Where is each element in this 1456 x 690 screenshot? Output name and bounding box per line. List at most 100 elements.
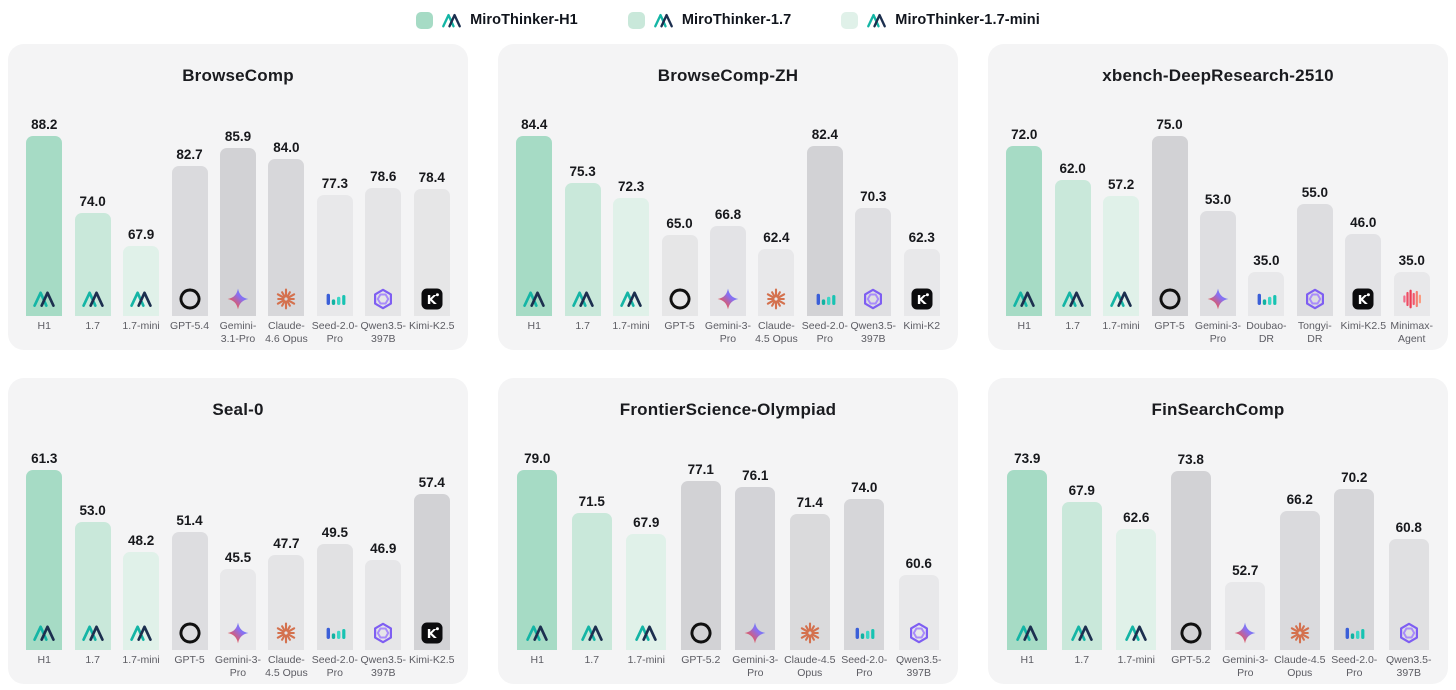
bar-value: 74.0	[79, 193, 106, 209]
gemini-icon	[716, 287, 740, 311]
bar-label: Gemini-3-Pro	[1194, 319, 1242, 345]
bar-label: H1	[527, 319, 541, 332]
bar-label: H1	[530, 653, 544, 666]
bar-value: 76.1	[742, 467, 769, 483]
bar-label: GPT-5.2	[1171, 653, 1211, 666]
bar-column: 71.5 1.7	[565, 470, 620, 680]
bar: 77.1	[680, 462, 721, 650]
bar-value: 53.0	[1204, 191, 1232, 207]
bar-label: Tongyi-DR	[1297, 319, 1332, 345]
bar: 78.4 K	[413, 170, 450, 316]
claude-icon	[798, 621, 822, 645]
bar: 75.0	[1151, 117, 1188, 316]
bar-column: 66.8 Gemini-3-Pro	[704, 136, 752, 346]
svg-text:K: K	[917, 292, 928, 307]
bar: 70.3	[855, 189, 892, 316]
mirothinker-icon	[522, 287, 546, 311]
chart-title: Seal-0	[212, 400, 264, 419]
bar: 75.3	[564, 164, 601, 316]
seed-icon	[1342, 621, 1366, 645]
bar-label: H1	[37, 319, 51, 332]
openai-icon	[1179, 621, 1203, 645]
bar: 35.0	[1393, 253, 1430, 316]
claude-icon	[274, 621, 298, 645]
bar-label: Kimi-K2.5	[408, 319, 455, 332]
mirothinker-icon	[580, 621, 604, 645]
bar-label: GPT-5.4	[169, 319, 210, 332]
legend: MiroThinker-H1 MiroThinker-1.7 MiroThink…	[0, 0, 1456, 33]
bar: 60.6	[898, 556, 939, 650]
kimi-icon: K	[910, 287, 934, 311]
bar: 48.2	[123, 533, 160, 650]
bar-label: Minimax-Agent	[1390, 319, 1434, 345]
bar-column: 46.9 Qwen3.5-397B	[359, 470, 407, 680]
chart-card: xbench-DeepResearch-2510 72.0 H1 62.0 1.7 57.…	[988, 44, 1448, 350]
bar-value: 70.3	[860, 188, 887, 204]
bar-label: 1.7-mini	[627, 653, 665, 666]
bar-column: 46.0 K Kimi-K2.5	[1339, 136, 1387, 346]
bar: 62.6	[1116, 510, 1157, 650]
gemini-icon	[226, 287, 250, 311]
bar: 84.4	[516, 117, 553, 316]
seed-icon	[323, 621, 347, 645]
bar-column: 70.3 Qwen3.5-397B	[849, 136, 897, 346]
qwen-icon	[907, 621, 931, 645]
claude-icon	[764, 287, 788, 311]
bar: 79.0	[517, 451, 558, 650]
bar: 72.0	[1006, 127, 1043, 316]
seed-icon	[323, 287, 347, 311]
bar-value: 84.0	[273, 139, 300, 155]
mirothinker-icon	[81, 621, 105, 645]
bar: 85.9	[219, 129, 256, 316]
bar-label: GPT-5	[664, 319, 695, 332]
bar-label: Qwen3.5-397B	[1385, 653, 1432, 679]
bar-label: Seed-2.0-Pro	[841, 653, 888, 679]
seed-icon	[813, 287, 837, 311]
bar-value: 71.4	[796, 494, 823, 510]
mirothinker-icon	[525, 621, 549, 645]
bar: 62.4	[758, 230, 795, 316]
bar-column: 48.2 1.7-mini	[117, 470, 165, 680]
bar: 57.2	[1103, 177, 1140, 316]
bar-label: Qwen3.5-397B	[895, 653, 942, 679]
bar: 46.0 K	[1345, 215, 1382, 316]
bar: 65.0	[661, 216, 698, 316]
bar: 62.0	[1054, 161, 1091, 316]
bar: 53.0	[74, 503, 111, 650]
bar-column: 57.4 K Kimi-K2.5	[408, 470, 456, 680]
legend-label: MiroThinker-H1	[470, 12, 578, 28]
bar: 70.2	[1334, 470, 1375, 650]
bar-column: 85.9 Gemini-3.1-Pro	[214, 129, 262, 346]
qwen-icon	[1397, 621, 1421, 645]
mirothinker-icon	[1012, 287, 1036, 311]
bar-value: 79.0	[524, 450, 551, 466]
bar-label: H1	[1017, 319, 1031, 332]
bar-value: 67.9	[1068, 482, 1095, 498]
chart-card: FinSearchComp 73.9 H1 67.9 1.7 62.6 1.7-mini 73…	[988, 378, 1448, 684]
bar-value: 51.4	[176, 512, 203, 528]
bar-column: 53.0 Gemini-3-Pro	[1194, 136, 1242, 346]
mirothinker-icon	[81, 287, 105, 311]
bar-value: 78.6	[370, 168, 397, 184]
bar: 61.3	[26, 451, 63, 650]
mirothinker-logo-icon	[653, 10, 674, 31]
bar-column: 57.2 1.7-mini	[1097, 136, 1145, 346]
bar: 52.7	[1225, 563, 1266, 650]
gemini-icon	[743, 621, 767, 645]
bar-value: 75.0	[1156, 116, 1183, 132]
bar-column: 61.3 H1	[20, 451, 68, 680]
bar-column: 82.7 GPT-5.4	[165, 136, 213, 346]
chart-card: Seal-0 61.3 H1 53.0 1.7 48.2 1.7-mini 51.4 GPT-5…	[8, 378, 468, 684]
bar-column: 84.0 Claude-4.6 Opus	[262, 136, 310, 346]
legend-item-1-7-mini: MiroThinker-1.7-mini	[841, 10, 1040, 31]
bar-value: 46.9	[370, 540, 397, 556]
bar-column: 62.6 1.7-mini	[1109, 470, 1164, 680]
bar-column: 52.7 Gemini-3-Pro	[1218, 470, 1273, 680]
bar-label: Claude-4.5 Opus	[265, 653, 308, 679]
bar-value: 47.7	[273, 535, 300, 551]
bar-column: 74.0 1.7	[68, 136, 116, 346]
bar: 55.0	[1296, 185, 1333, 316]
bar-label: 1.7	[85, 653, 100, 666]
legend-swatch-1-7	[627, 11, 645, 29]
